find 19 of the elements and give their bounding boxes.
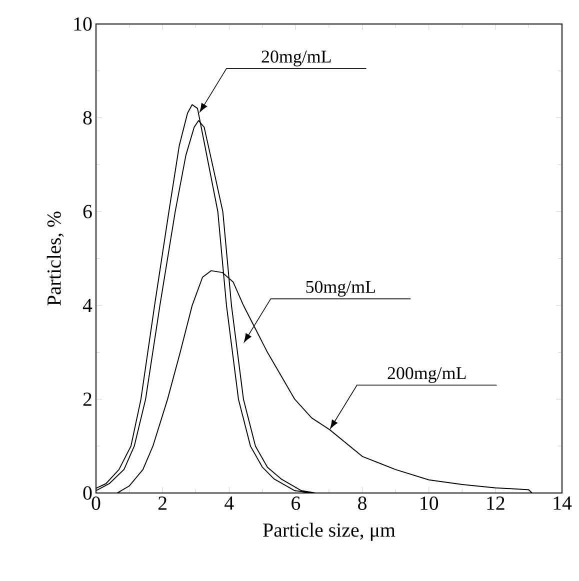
x-axis-title: Particle size, μm [263,522,396,541]
x-tick-label: 6 [292,496,300,510]
y-tick-label: 8 [83,111,92,125]
annotation: 50mg/mL [306,280,375,297]
y-tick-label: 6 [83,204,92,218]
y-tick-label: 2 [83,392,92,406]
x-tick-label: 0 [92,496,100,510]
annotation: 200mg/mL [388,367,466,383]
x-tick-label: 12 [487,496,504,510]
x-tick-label: 4 [224,496,234,510]
x-tick-label: 10 [420,496,438,510]
y-tick-label: 0 [83,486,92,500]
x-tick-label: 14 [554,496,572,510]
annotation: 20mg/mL [262,50,331,66]
x-tick-label: 2 [158,496,166,510]
x-tick-label: 8 [358,496,367,510]
y-axis-title: Particles, % [46,212,64,306]
y-tick-label: 4 [82,298,92,312]
y-tick-label: 10 [74,17,92,31]
